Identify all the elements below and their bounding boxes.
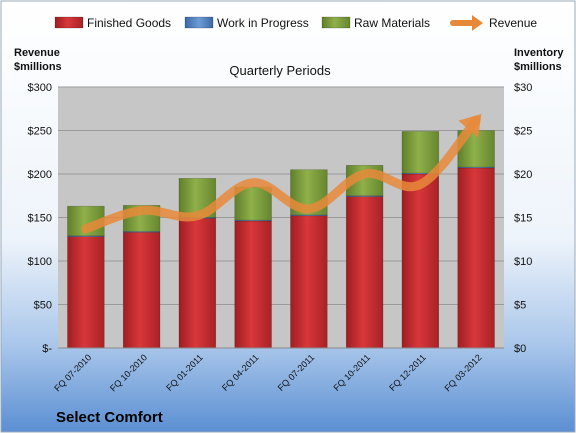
bar-raw-materials: [401, 131, 440, 174]
left-tick-label: $300: [28, 82, 52, 94]
left-tick-label: $-: [42, 343, 52, 355]
legend-label: Revenue: [489, 16, 537, 30]
right-tick-label: $25: [514, 126, 532, 138]
legend: Finished Goods Work in Progress Raw Materi…: [54, 15, 537, 31]
left-tick-labels: $- $50 $100 $150 $200 $250 $300: [28, 82, 53, 355]
legend-swatch: [54, 16, 84, 29]
right-tick-label: $30: [514, 82, 532, 94]
legend-swatch: [184, 16, 214, 29]
company-name: Select Comfort: [56, 409, 163, 426]
right-tick-label: $5: [514, 300, 526, 312]
left-axis-label-line2: $millions: [14, 61, 62, 73]
left-tick-label: $150: [28, 213, 52, 225]
legend-item-revenue: Revenue: [450, 15, 537, 31]
bar-finished-goods: [178, 218, 217, 349]
bar-finished-goods: [457, 167, 495, 349]
legend-label: Raw Materials: [354, 16, 430, 30]
bar-finished-goods: [345, 196, 384, 349]
legend-item-work-in-progress: Work in Progress: [184, 16, 309, 30]
bar-finished-goods: [401, 173, 440, 349]
right-tick-label: $20: [514, 169, 532, 181]
right-tick-label: $10: [514, 256, 532, 268]
left-axis-label-line1: Revenue: [14, 47, 60, 59]
legend-label: Finished Goods: [87, 16, 171, 30]
bar-finished-goods: [67, 236, 105, 349]
legend-swatch-arrow: [472, 15, 483, 31]
bar-finished-goods: [122, 231, 161, 349]
right-axis-label-line2: $millions: [514, 61, 562, 73]
revenue-line: [81, 115, 481, 234]
legend-label: Work in Progress: [217, 16, 309, 30]
bars-group: [67, 130, 495, 349]
left-tick-label: $100: [28, 256, 52, 268]
legend-swatch: [321, 16, 351, 29]
right-tick-labels: $0 $5 $10 $15 $20 $25 $30: [514, 82, 532, 355]
left-tick-label: $200: [28, 169, 52, 181]
legend-item-raw-materials: Raw Materials: [321, 16, 430, 30]
bar-raw-materials: [234, 186, 272, 221]
bar-finished-goods: [290, 215, 328, 349]
chart-title: Quarterly Periods: [229, 63, 331, 78]
bar-finished-goods: [234, 220, 272, 349]
left-tick-label: $250: [28, 126, 52, 138]
left-tick-label: $50: [34, 300, 52, 312]
right-tick-label: $15: [514, 213, 532, 225]
right-axis-label-line1: Inventory: [514, 47, 564, 59]
revenue-line-group: [81, 114, 482, 234]
legend-item-finished-goods: Finished Goods: [54, 16, 171, 30]
revenue-arrowhead: [458, 114, 482, 138]
right-tick-label: $0: [514, 343, 526, 355]
